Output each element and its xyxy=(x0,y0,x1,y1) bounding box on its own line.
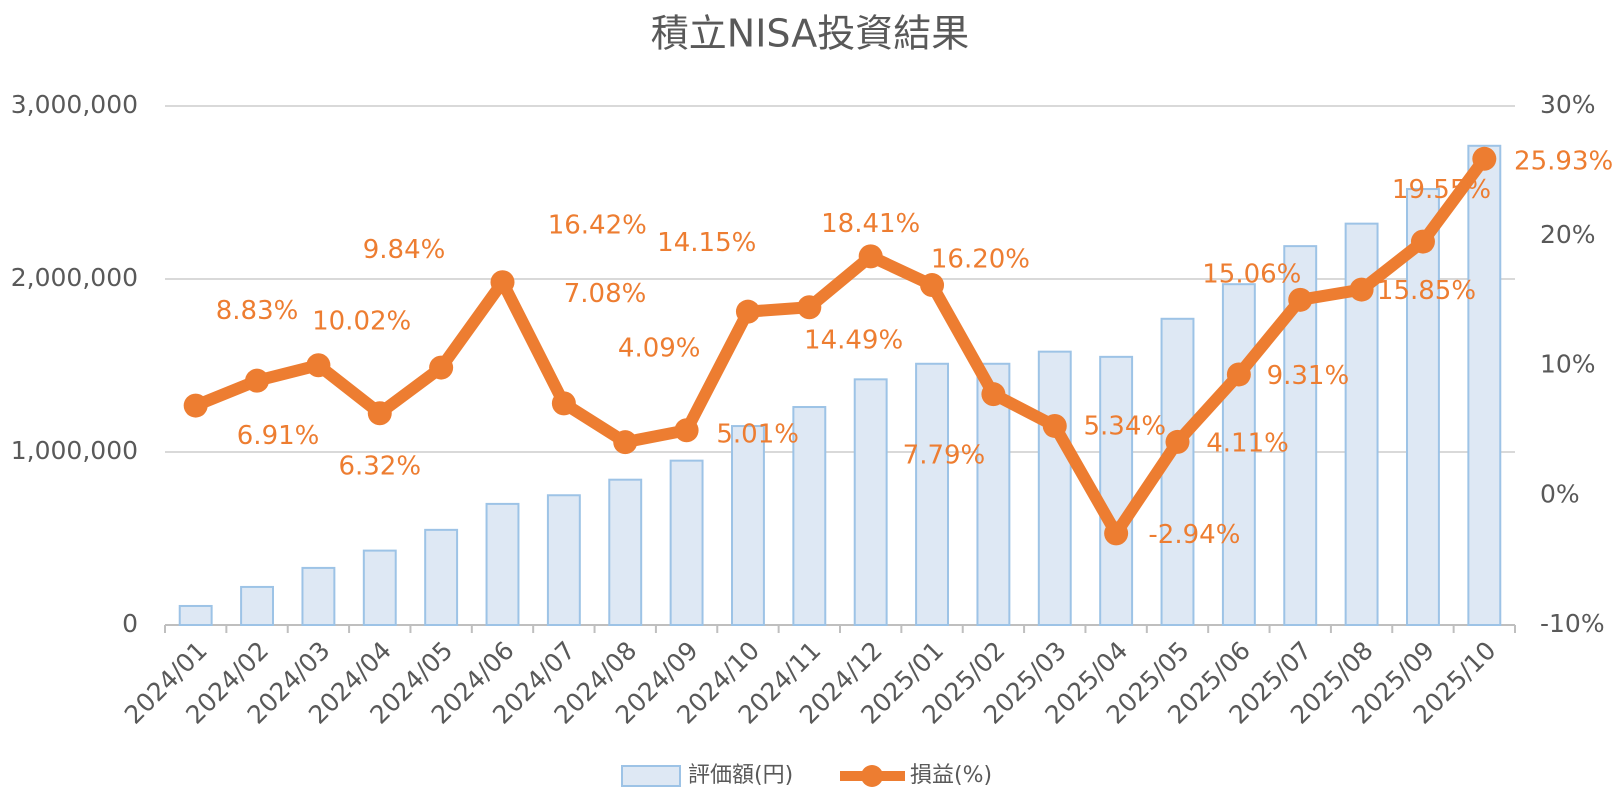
data-label: 19.55% xyxy=(1392,175,1491,205)
marker xyxy=(245,368,270,393)
data-label: 18.41% xyxy=(821,209,920,239)
bar xyxy=(1037,350,1072,626)
bar xyxy=(1467,144,1502,626)
legend-label: 評価額(円) xyxy=(688,763,793,788)
data-label: 7.08% xyxy=(564,279,647,309)
y-tick-label: 0 xyxy=(122,609,138,638)
data-label: -2.94% xyxy=(1148,520,1240,550)
data-label: 7.79% xyxy=(903,441,986,471)
bar xyxy=(1099,355,1134,626)
bar xyxy=(1221,283,1256,626)
data-label: 6.32% xyxy=(338,452,421,482)
marker xyxy=(674,418,699,443)
data-label: 10.02% xyxy=(312,307,411,337)
marker xyxy=(1042,413,1067,438)
bar xyxy=(546,494,581,626)
bar xyxy=(424,528,459,626)
data-label: 14.15% xyxy=(657,228,756,258)
marker xyxy=(981,382,1006,407)
bar xyxy=(301,566,336,626)
data-label: 16.42% xyxy=(548,211,647,241)
marker xyxy=(1410,229,1435,254)
marker xyxy=(735,299,760,324)
y2-tick-label: 30% xyxy=(1540,90,1596,119)
data-label: 9.84% xyxy=(363,235,446,265)
data-label: 4.09% xyxy=(618,334,701,364)
bar xyxy=(1406,188,1440,626)
marker xyxy=(797,295,822,320)
y2-tick-label: -10% xyxy=(1540,609,1605,638)
data-label: 6.91% xyxy=(237,421,320,451)
bar xyxy=(178,604,213,626)
y-tick-label: 3,000,000 xyxy=(11,90,138,119)
bar xyxy=(608,478,643,626)
y2-tick-label: 0% xyxy=(1540,479,1580,508)
data-label: 25.93% xyxy=(1514,146,1613,176)
y2-tick-label: 20% xyxy=(1540,220,1596,249)
marker xyxy=(490,270,515,295)
y-tick-label: 2,000,000 xyxy=(11,263,138,292)
data-label: 15.85% xyxy=(1377,276,1476,306)
data-label: 8.83% xyxy=(216,296,299,326)
marker xyxy=(429,355,454,380)
bar xyxy=(240,585,275,627)
chart-title: 積立NISA投資結果 xyxy=(651,12,969,56)
bar xyxy=(731,425,765,626)
y2-tick-label: 10% xyxy=(1540,350,1596,379)
data-label: 4.11% xyxy=(1206,428,1289,458)
data-label: 5.01% xyxy=(716,420,799,450)
bar xyxy=(853,378,888,626)
legend-label: 損益(%) xyxy=(910,763,992,788)
marker xyxy=(1104,521,1129,546)
bar xyxy=(915,362,949,626)
marker xyxy=(920,273,945,298)
data-label: 9.31% xyxy=(1267,361,1350,391)
marker xyxy=(858,244,883,269)
data-label: 15.06% xyxy=(1202,259,1301,289)
marker xyxy=(1226,362,1251,387)
legend-swatch xyxy=(861,765,883,787)
marker xyxy=(1472,146,1497,171)
bar xyxy=(669,459,704,626)
bar xyxy=(362,549,397,626)
marker xyxy=(367,401,392,426)
marker xyxy=(1288,287,1313,312)
marker xyxy=(306,353,331,378)
bar xyxy=(1160,317,1195,626)
line xyxy=(193,155,1490,540)
marker xyxy=(1349,277,1374,302)
data-label: 5.34% xyxy=(1084,411,1167,441)
data-label: 16.20% xyxy=(931,245,1030,275)
bar xyxy=(792,406,827,626)
bar xyxy=(976,362,1011,626)
y-tick-label: 1,000,000 xyxy=(11,436,138,465)
data-label: 14.49% xyxy=(804,326,903,356)
bar xyxy=(485,502,520,626)
legend-swatch xyxy=(621,765,681,787)
marker xyxy=(1165,429,1190,454)
marker xyxy=(551,391,576,416)
marker xyxy=(183,393,208,418)
marker xyxy=(613,430,638,455)
